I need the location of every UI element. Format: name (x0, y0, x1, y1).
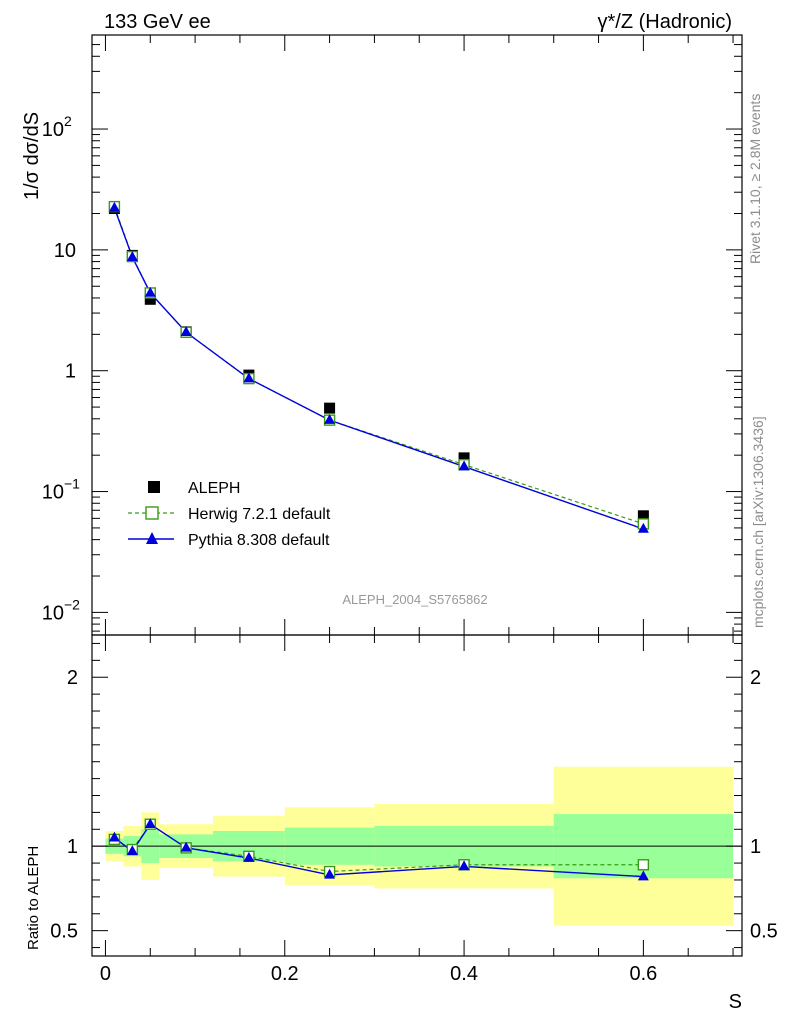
main-pythia-point-4 (243, 372, 255, 383)
ratio-y-axis-label: Ratio to ALEPH (25, 846, 42, 950)
ratio-pythia-point-6 (458, 860, 470, 871)
ratio-herwig-line (114, 823, 644, 873)
ratio-ytick-label-left-1: 1 (67, 836, 78, 858)
ratio-pythia-point-0 (108, 831, 120, 842)
x-axis-label: S (729, 991, 742, 1013)
ratio-pythia-point-3 (180, 841, 192, 852)
header-right: γ*/Z (Hadronic) (598, 11, 732, 33)
main-ytick-exponent-4: 2 (64, 113, 72, 129)
main-ytick-exponent-1: −1 (64, 476, 80, 492)
analysis-watermark: ALEPH_2004_S5765862 (342, 592, 487, 607)
ratio-ytick-label-right-1: 1 (750, 836, 761, 858)
main-ytick-exponent-0: −2 (64, 596, 80, 612)
main-aleph-point-7 (637, 510, 649, 522)
ratio-ytick-label-left-2: 2 (67, 667, 78, 689)
rivet-label: Rivet 3.1.10, ≥ 2.8M events (747, 94, 763, 264)
legend-pythia-marker (146, 532, 158, 544)
header-left: 133 GeV ee (104, 11, 211, 33)
ratio-pythia-point-1 (126, 845, 138, 856)
ratio-series-markers (108, 818, 650, 881)
main-ytick-label-0: 10 (42, 602, 64, 624)
legend: ALEPH Herwig 7.2.1 default Pythia 8.308 … (128, 480, 331, 549)
main-series-curves (113, 206, 644, 530)
xtick-label-2: 0.4 (450, 963, 478, 985)
main-pythia-line (113, 207, 644, 530)
main-pythia-point-2 (144, 286, 156, 297)
main-pythia-point-1 (126, 251, 138, 261)
ratio-pythia-point-4 (243, 851, 255, 862)
xtick-label-1: 0.2 (271, 963, 299, 985)
ratio-pythia-point-7 (637, 870, 649, 881)
xtick-label-0: 0 (100, 963, 111, 985)
legend-herwig-marker (145, 506, 159, 520)
main-pythia-point-0 (108, 201, 120, 212)
ratio-pythia-point-5 (324, 868, 336, 879)
main-aleph-point-5 (324, 402, 336, 414)
main-aleph-point-6 (458, 452, 470, 464)
ratio-ytick-label-left-0: 0.5 (50, 921, 78, 943)
main-ytick-label-2: 1 (65, 361, 76, 383)
legend-aleph-marker (148, 481, 160, 493)
legend-pythia-label: Pythia 8.308 default (188, 532, 330, 549)
main-series-markers (108, 200, 650, 533)
legend-aleph-label: ALEPH (188, 480, 240, 497)
main-aleph-point-2 (144, 293, 156, 305)
legend-herwig-label: Herwig 7.2.1 default (188, 506, 331, 523)
ratio-pythia-point-2 (144, 818, 156, 828)
main-ytick-label-1: 10 (42, 482, 64, 504)
main-pythia-point-5 (324, 413, 336, 424)
ratio-herwig-point-7 (637, 859, 650, 871)
main-pythia-point-3 (180, 326, 192, 337)
xtick-label-3: 0.6 (629, 963, 657, 985)
main-y-axis-label: 1/σ dσ/dS (21, 112, 43, 200)
main-ytick-label-3: 10 (54, 240, 76, 262)
mcplots-label: mcplots.cern.ch [arXiv:1306.3436] (750, 416, 766, 628)
main-ytick-label-4: 10 (42, 119, 64, 141)
main-pythia-point-7 (637, 522, 649, 533)
main-pythia-point-6 (458, 460, 470, 471)
ratio-ytick-label-right-2: 2 (750, 667, 761, 689)
ratio-ytick-label-right-0: 0.5 (750, 921, 778, 943)
